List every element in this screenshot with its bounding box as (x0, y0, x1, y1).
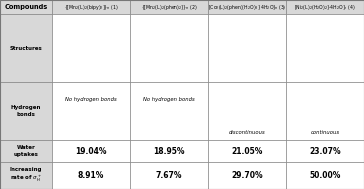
Bar (286, 162, 364, 189)
Text: Compounds: Compounds (4, 4, 48, 10)
Bar (286, 140, 364, 162)
Text: 19.04%: 19.04% (75, 146, 107, 156)
Bar (0, 14, 52, 82)
Bar (130, 82, 208, 140)
Bar (0, 140, 52, 162)
Bar (286, 82, 364, 140)
Bar (208, 0, 286, 14)
Text: 8.91%: 8.91% (78, 171, 104, 180)
Bar (286, 0, 364, 14)
Text: Structures: Structures (9, 46, 42, 50)
Bar (52, 162, 130, 189)
Text: 7.67%: 7.67% (156, 171, 182, 180)
Text: Water
uptakes: Water uptakes (13, 145, 39, 157)
Bar (208, 140, 286, 162)
Text: 23.07%: 23.07% (309, 146, 341, 156)
Text: Increasing
rate of $\sigma_H^+$: Increasing rate of $\sigma_H^+$ (10, 167, 42, 184)
Bar (52, 82, 130, 140)
Bar (208, 162, 286, 189)
Text: [Co$_2$(L)$_2$(phen)(H$_2$O)$_8$]·4H$_2$O]$_n$ (3): [Co$_2$(L)$_2$(phen)(H$_2$O)$_8$]·4H$_2$… (208, 2, 286, 12)
Text: continuous: continuous (310, 130, 340, 135)
Bar (208, 82, 286, 140)
Bar (130, 14, 208, 82)
Bar (130, 140, 208, 162)
Text: Hydrogen
bonds: Hydrogen bonds (11, 105, 41, 117)
Bar (52, 140, 130, 162)
Bar (208, 14, 286, 82)
Text: 50.00%: 50.00% (309, 171, 341, 180)
Text: 21.05%: 21.05% (231, 146, 263, 156)
Bar (130, 0, 208, 14)
Text: {[Mn$_2$(L)$_2$(bipy)$_2$]}$_n$ (1): {[Mn$_2$(L)$_2$(bipy)$_2$]}$_n$ (1) (64, 2, 118, 12)
Bar (130, 162, 208, 189)
Bar (52, 14, 130, 82)
Text: [Ni$_2$(L)$_2$(H$_2$O)$_2$]·4H$_2$O]$_n$ (4): [Ni$_2$(L)$_2$(H$_2$O)$_2$]·4H$_2$O]$_n$… (294, 2, 356, 12)
Bar (0, 162, 52, 189)
Bar (286, 14, 364, 82)
Text: 18.95%: 18.95% (153, 146, 185, 156)
Bar (0, 82, 52, 140)
Text: No hydrogen bonds: No hydrogen bonds (65, 97, 117, 101)
Text: discontinuous: discontinuous (229, 130, 265, 135)
Text: {[Mn$_2$(L)$_2$(phen)$_2$]}$_n$ (2): {[Mn$_2$(L)$_2$(phen)$_2$]}$_n$ (2) (141, 2, 197, 12)
Bar (0, 0, 52, 14)
Text: No hydrogen bonds: No hydrogen bonds (143, 97, 195, 101)
Text: 29.70%: 29.70% (231, 171, 263, 180)
Bar (52, 0, 130, 14)
